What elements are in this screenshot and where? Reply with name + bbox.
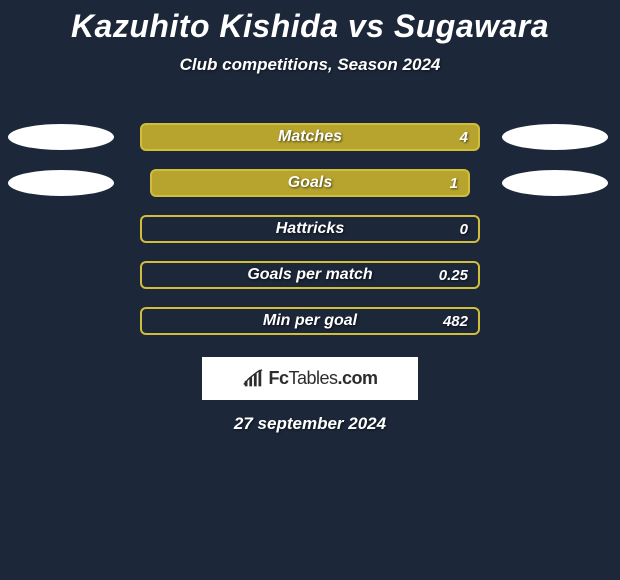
stat-value: 4	[460, 129, 468, 146]
stat-bar: Matches 4	[140, 123, 480, 151]
bar-chart-icon	[242, 368, 264, 390]
left-lozenge	[8, 170, 114, 196]
right-lozenge	[502, 170, 608, 196]
stat-bar: Goals 1	[150, 169, 470, 197]
page-subtitle: Club competitions, Season 2024	[180, 55, 441, 75]
stat-value: 0.25	[439, 267, 468, 284]
stat-row: Hattricks 0	[0, 215, 620, 243]
logo-text-light: Tables	[288, 368, 337, 388]
date-text: 27 september 2024	[234, 414, 386, 434]
stat-label: Goals	[288, 174, 332, 192]
right-lozenge	[502, 124, 608, 150]
left-lozenge	[8, 124, 114, 150]
stat-bar: Hattricks 0	[140, 215, 480, 243]
logo-text-suffix: .com	[338, 368, 378, 388]
stat-label: Matches	[278, 128, 342, 146]
fctables-logo: FcTables.com	[202, 357, 418, 400]
stat-label: Hattricks	[276, 220, 344, 238]
logo-text: FcTables.com	[268, 368, 377, 389]
stat-label: Goals per match	[247, 266, 372, 284]
stat-label: Min per goal	[263, 312, 357, 330]
page-title: Kazuhito Kishida vs Sugawara	[71, 8, 549, 45]
stat-row: Matches 4	[0, 123, 620, 151]
stat-bar: Min per goal 482	[140, 307, 480, 335]
stat-row: Goals 1	[0, 169, 620, 197]
stat-bar: Goals per match 0.25	[140, 261, 480, 289]
stat-row: Goals per match 0.25	[0, 261, 620, 289]
stat-row: Min per goal 482	[0, 307, 620, 335]
stat-value: 1	[450, 175, 458, 192]
infographic-container: Kazuhito Kishida vs Sugawara Club compet…	[0, 0, 620, 434]
stat-value: 482	[443, 313, 468, 330]
logo-text-strong: Fc	[268, 368, 288, 388]
stat-value: 0	[460, 221, 468, 238]
stat-chart: Matches 4 Goals 1 Hattricks 0 Goals per match 0…	[0, 123, 620, 335]
